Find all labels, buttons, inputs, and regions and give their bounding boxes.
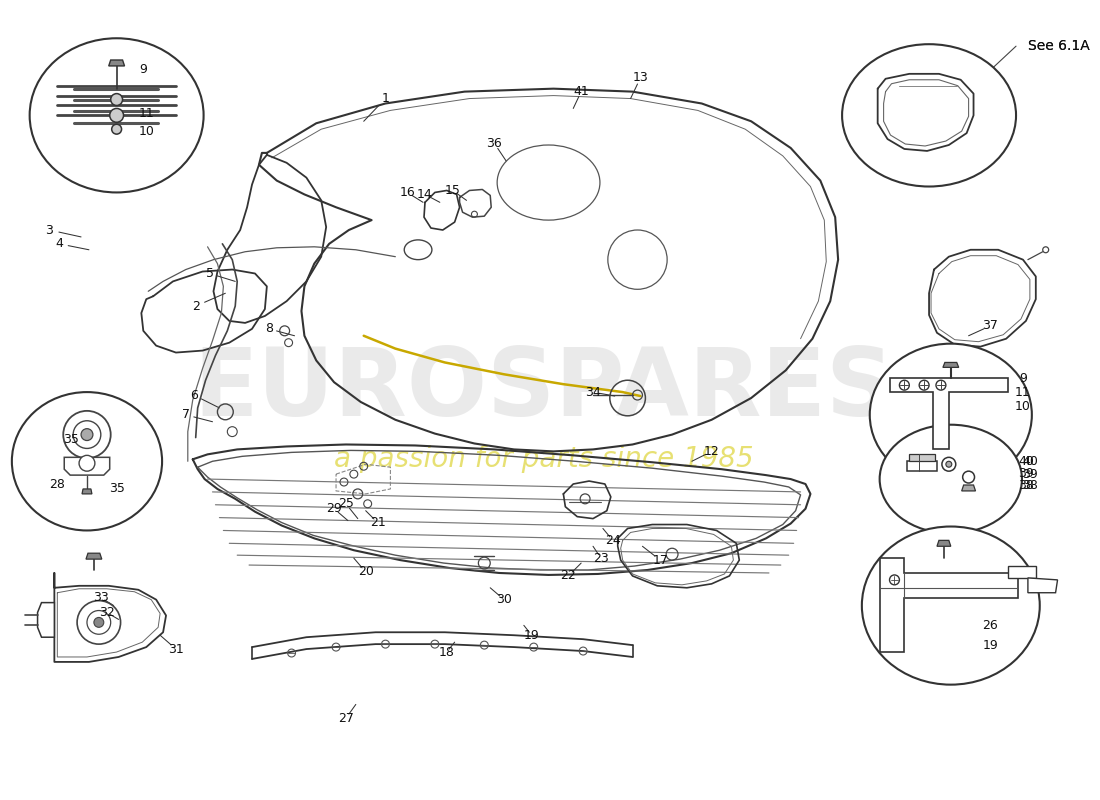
Text: See 6.1A: See 6.1A — [1027, 39, 1090, 53]
Text: 35: 35 — [63, 433, 79, 446]
Ellipse shape — [843, 44, 1016, 186]
Polygon shape — [908, 462, 937, 471]
Text: 9: 9 — [140, 63, 147, 76]
Text: 23: 23 — [593, 552, 608, 565]
Ellipse shape — [880, 425, 1022, 534]
Polygon shape — [880, 558, 1018, 652]
Circle shape — [112, 124, 122, 134]
Text: 27: 27 — [338, 712, 354, 725]
Circle shape — [946, 462, 952, 467]
Text: 10: 10 — [139, 125, 154, 138]
Polygon shape — [82, 489, 92, 494]
Text: 18: 18 — [439, 646, 454, 658]
Text: 5: 5 — [206, 267, 213, 280]
Circle shape — [64, 411, 111, 458]
Text: 38: 38 — [1022, 479, 1037, 493]
Text: 32: 32 — [99, 606, 114, 619]
Text: 31: 31 — [168, 642, 184, 655]
Ellipse shape — [497, 145, 600, 220]
Text: 28: 28 — [50, 478, 65, 490]
Text: 2: 2 — [191, 300, 199, 313]
Text: 20: 20 — [358, 566, 374, 578]
Polygon shape — [37, 602, 54, 638]
Text: 40: 40 — [1018, 454, 1034, 468]
Text: 10: 10 — [1015, 401, 1031, 414]
Circle shape — [79, 455, 95, 471]
Text: See 6.1A: See 6.1A — [1027, 39, 1090, 53]
Text: 40: 40 — [1022, 454, 1037, 468]
Text: 19: 19 — [524, 629, 540, 642]
Text: 30: 30 — [496, 593, 512, 606]
Text: 13: 13 — [632, 71, 648, 84]
Ellipse shape — [30, 38, 204, 193]
Text: 19: 19 — [982, 638, 998, 652]
Polygon shape — [1027, 578, 1057, 593]
Polygon shape — [961, 485, 976, 491]
Text: 3: 3 — [45, 223, 54, 237]
Text: 39: 39 — [1022, 468, 1037, 481]
Circle shape — [111, 94, 122, 106]
Text: 41: 41 — [573, 85, 588, 98]
Text: 26: 26 — [982, 619, 998, 632]
Text: 4: 4 — [55, 238, 63, 250]
Text: 24: 24 — [605, 534, 620, 547]
Text: 1: 1 — [382, 92, 389, 105]
Text: a passion for parts since 1985: a passion for parts since 1985 — [333, 446, 754, 474]
Text: 39: 39 — [1018, 466, 1034, 480]
Polygon shape — [890, 378, 1008, 450]
Text: 15: 15 — [444, 184, 461, 197]
Polygon shape — [943, 362, 959, 367]
Ellipse shape — [862, 526, 1040, 685]
Polygon shape — [64, 458, 110, 475]
Text: 6: 6 — [190, 389, 198, 402]
Circle shape — [962, 471, 975, 483]
Text: 14: 14 — [417, 188, 433, 201]
Text: 22: 22 — [560, 570, 576, 582]
Text: 16: 16 — [399, 186, 415, 199]
Text: 35: 35 — [109, 482, 124, 495]
Text: 36: 36 — [486, 137, 502, 150]
Polygon shape — [109, 60, 124, 66]
Circle shape — [110, 109, 123, 122]
Polygon shape — [937, 540, 950, 546]
Text: 9: 9 — [1019, 372, 1027, 385]
Text: 38: 38 — [1018, 479, 1034, 493]
Ellipse shape — [12, 392, 162, 530]
Text: EUROSPARES: EUROSPARES — [194, 344, 894, 436]
Text: 25: 25 — [338, 498, 354, 510]
Text: 34: 34 — [585, 386, 601, 398]
Text: 7: 7 — [182, 408, 190, 422]
Text: 11: 11 — [139, 107, 154, 120]
Polygon shape — [86, 553, 102, 559]
Text: 33: 33 — [92, 591, 109, 604]
Polygon shape — [1008, 566, 1036, 578]
Text: 11: 11 — [1015, 386, 1031, 398]
Ellipse shape — [404, 240, 432, 260]
Text: 21: 21 — [370, 516, 385, 529]
Text: 12: 12 — [704, 445, 719, 458]
Ellipse shape — [870, 344, 1032, 486]
Polygon shape — [910, 454, 935, 462]
Text: 29: 29 — [327, 502, 342, 515]
Text: 8: 8 — [265, 322, 273, 335]
Circle shape — [81, 429, 92, 441]
Circle shape — [94, 618, 103, 627]
Circle shape — [942, 458, 956, 471]
Circle shape — [73, 421, 101, 449]
Text: 37: 37 — [982, 319, 999, 332]
Text: 17: 17 — [652, 554, 668, 566]
